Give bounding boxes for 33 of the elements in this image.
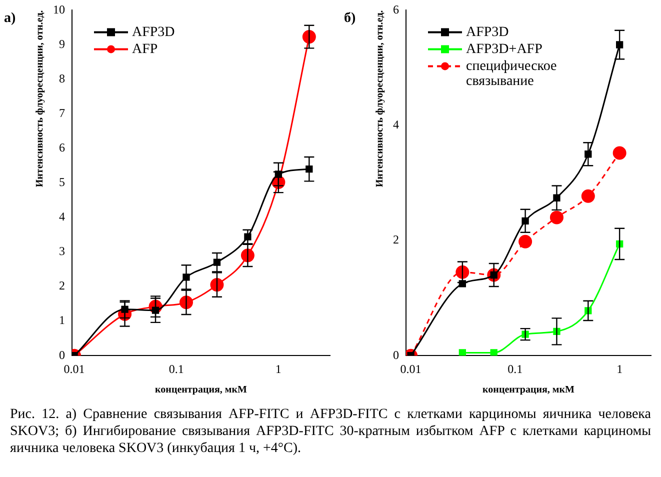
y-tick-label: 3 — [59, 244, 65, 258]
x-tick-label: 0.1 — [508, 362, 523, 376]
x-tick-label: 0.01 — [64, 362, 85, 376]
x-axis-title: концентрация, мкМ — [155, 384, 248, 396]
x-tick-label: 0.1 — [168, 362, 184, 376]
x-tick-label: 1 — [616, 362, 623, 376]
text: Рис. 12. а) Сравнение связывания AFP-FITC и AFP3D-FITC с клетками карциномы яичника человека SKOV3; б) Ингибирование связывания AFP3D-FITC 30-кратным избытком AFP с клетками карциномы яичника человека SKOV3 (инкубация 1 ч, +4°С). — [9, 406, 652, 457]
y-tick-label: 0 — [393, 348, 399, 362]
legend-label: AFP — [132, 42, 158, 57]
y-tick-label: 2 — [393, 232, 399, 247]
chart-title: а) — [4, 10, 16, 26]
y-tick-label: 1 — [59, 313, 65, 328]
legend-label: AFP3D — [466, 24, 509, 40]
x-tick-label: 1 — [275, 362, 282, 376]
y-axis-title: Интенсивность флуоресценции, отн.ед. — [374, 10, 386, 188]
x-axis-title: концентрация, мкМ — [482, 384, 576, 396]
legend-label: AFP3D — [132, 24, 175, 40]
legend-label: AFP3D+AFP — [466, 42, 543, 57]
y-tick-label: 4 — [393, 117, 399, 132]
y-tick-label: 8 — [59, 71, 65, 86]
y-tick-label: 6 — [59, 140, 65, 155]
y-tick-label: 4 — [59, 210, 65, 224]
y-tick-label: 0 — [59, 348, 65, 362]
y-axis-title: Интенсивность флуоресценции, отн.ед. — [34, 10, 46, 188]
y-tick-label: 2 — [59, 278, 65, 293]
chart-title: б) — [344, 10, 356, 26]
x-tick-label: 0.01 — [400, 362, 422, 376]
y-tick-label: 10 — [53, 2, 65, 16]
y-tick-label: 6 — [393, 2, 399, 16]
y-tick-label: 7 — [59, 106, 65, 120]
y-tick-label: 5 — [59, 175, 65, 190]
y-tick-label: 9 — [59, 36, 65, 51]
legend-label: специфическое связывание — [466, 58, 557, 89]
